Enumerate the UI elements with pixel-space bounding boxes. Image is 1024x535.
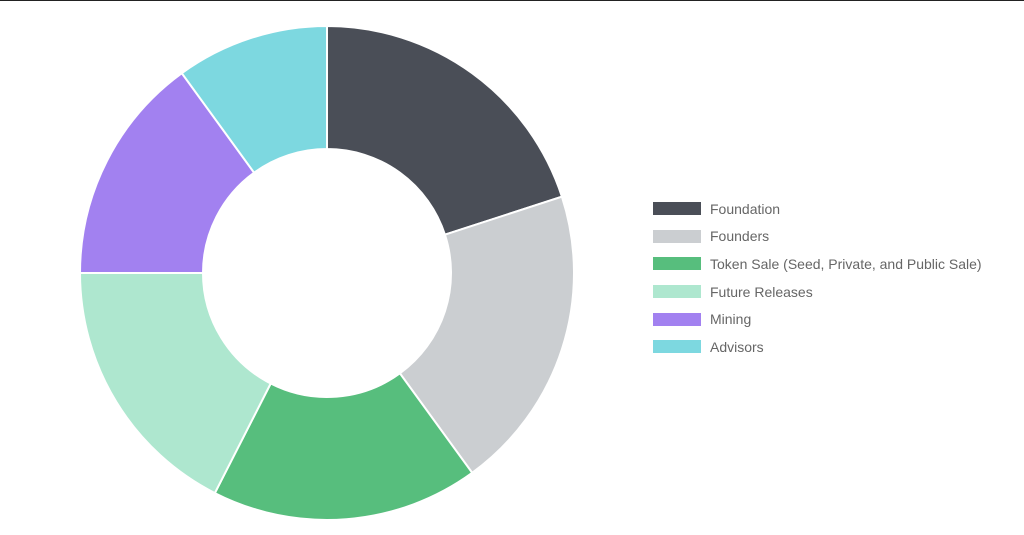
legend-swatch (653, 229, 701, 243)
legend-item[interactable]: Mining (653, 305, 982, 333)
chart-legend: Foundation Founders Token Sale (Seed, Pr… (653, 195, 982, 361)
top-divider (0, 0, 1024, 1)
legend-label: Founders (710, 228, 770, 245)
doughnut-slice-3[interactable] (213, 371, 474, 521)
legend-swatch (653, 340, 701, 354)
legend-item[interactable]: Founders (653, 223, 982, 251)
legend-swatch (653, 312, 701, 326)
legend-item[interactable]: Foundation (653, 195, 982, 223)
doughnut-chart (78, 24, 575, 521)
legend-label: Future Releases (710, 283, 813, 300)
legend-item[interactable]: Token Sale (Seed, Private, and Public Sa… (653, 250, 982, 278)
legend-item[interactable]: Advisors (653, 333, 982, 361)
legend-swatch (653, 257, 701, 271)
doughnut-slice-2[interactable] (398, 195, 575, 475)
legend-item[interactable]: Future Releases (653, 278, 982, 306)
legend-swatch (653, 202, 701, 216)
doughnut-slice-6[interactable] (180, 24, 328, 175)
legend-label: Token Sale (Seed, Private, and Public Sa… (710, 255, 982, 272)
legend-label: Advisors (710, 338, 764, 355)
legend-label: Foundation (710, 200, 781, 217)
doughnut-slice-5[interactable] (78, 71, 256, 274)
legend-swatch (653, 285, 701, 299)
doughnut-slice-1[interactable] (326, 24, 564, 236)
legend-label: Mining (710, 311, 752, 328)
doughnut-slice-4[interactable] (78, 272, 273, 495)
